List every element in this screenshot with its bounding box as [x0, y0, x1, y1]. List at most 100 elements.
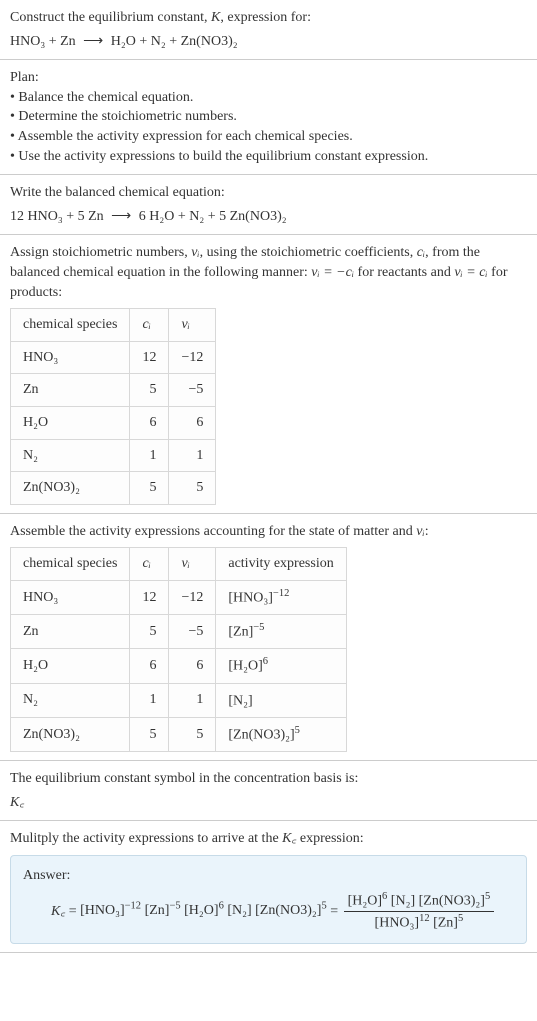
base: [HNO₃] — [375, 915, 420, 930]
balanced-rhs: 6 H₂O + N₂ + 5 Zn(NO3)₂ — [139, 209, 287, 224]
col-species: chemical species — [11, 548, 130, 581]
exp: 5 — [295, 725, 300, 736]
cell: N₂ — [11, 683, 130, 717]
nu: νᵢ — [191, 245, 199, 260]
cell: [HNO₃]−12 — [216, 580, 346, 614]
cell: 6 — [169, 406, 216, 439]
base: [HNO₃] — [228, 591, 273, 606]
ci: cᵢ — [417, 245, 425, 260]
cell: 5 — [130, 717, 169, 751]
base: [H₂O] — [184, 903, 218, 918]
exp: 6 — [219, 901, 224, 912]
plan-section: Plan: Balance the chemical equation. Det… — [0, 60, 537, 175]
base: [N₂] — [391, 893, 415, 908]
table-header-row: chemical species cᵢ νᵢ activity expressi… — [11, 548, 347, 581]
prompt-text-b: , expression for: — [220, 10, 311, 25]
t: expression: — [296, 831, 363, 846]
cell: 5 — [169, 717, 216, 751]
table-row: HNO₃12−12[HNO₃]−12 — [11, 580, 347, 614]
cell: 6 — [130, 649, 169, 683]
base: [N₂] — [228, 693, 252, 708]
cell: N₂ — [11, 439, 130, 472]
col-nui: νᵢ — [169, 548, 216, 581]
cell: [Zn]−5 — [216, 615, 346, 649]
equals: = — [330, 903, 341, 918]
kc-symbol: K꜀ — [10, 793, 527, 813]
answer-box: Answer: K꜀ = [HNO₃]−12 [Zn]−5 [H₂O]6 [N₂… — [10, 855, 527, 944]
answer-label: Answer: — [23, 866, 514, 886]
stoich-table: chemical species cᵢ νᵢ HNO₃12−12 Zn5−5 H… — [10, 308, 216, 505]
term: [Zn]−5 — [145, 903, 181, 918]
plan-item: Determine the stoichiometric numbers. — [10, 107, 527, 127]
balanced-lhs: 12 HNO₃ + 5 Zn — [10, 209, 104, 224]
t: Assign stoichiometric numbers, — [10, 245, 191, 260]
balanced-intro: Write the balanced chemical equation: — [10, 183, 527, 203]
cell: [Zn(NO3)₂]5 — [216, 717, 346, 751]
t: : — [425, 524, 429, 539]
cell: Zn — [11, 615, 130, 649]
cell: 1 — [130, 439, 169, 472]
t: for reactants and — [354, 265, 454, 280]
table-row: HNO₃12−12 — [11, 341, 216, 374]
exp: −12 — [125, 901, 141, 912]
t: Assemble the activity expressions accoun… — [10, 524, 416, 539]
cell: 5 — [130, 374, 169, 407]
symbol-section: The equilibrium constant symbol in the c… — [0, 761, 537, 821]
assemble-section: Assemble the activity expressions accoun… — [0, 514, 537, 761]
K-symbol: K — [211, 10, 220, 25]
equals: = — [69, 903, 80, 918]
assemble-intro: Assemble the activity expressions accoun… — [10, 522, 527, 542]
cell: 6 — [169, 649, 216, 683]
exp: 12 — [419, 913, 430, 924]
base: [H₂O] — [348, 893, 382, 908]
t: Mulitply the activity expressions to arr… — [10, 831, 282, 846]
base: [Zn(NO3)₂] — [228, 728, 294, 743]
cell: Zn(NO3)₂ — [11, 472, 130, 505]
cell: 12 — [130, 341, 169, 374]
term: [H₂O]6 — [184, 903, 224, 918]
arrow-icon: ⟶ — [83, 34, 103, 49]
cell: 5 — [169, 472, 216, 505]
table-row: Zn5 −5[Zn]−5 — [11, 615, 347, 649]
arrow-icon: ⟶ — [111, 209, 131, 224]
rel: νᵢ = cᵢ — [454, 265, 487, 280]
base: [Zn(NO3)₂] — [255, 903, 321, 918]
exp: 6 — [382, 891, 387, 902]
table-row: N₂11 — [11, 439, 216, 472]
term: [Zn(NO3)₂]5 — [255, 903, 327, 918]
cell: Zn(NO3)₂ — [11, 717, 130, 751]
table-row: Zn5−5 — [11, 374, 216, 407]
table-row: N₂11[N₂] — [11, 683, 347, 717]
col-activity: activity expression — [216, 548, 346, 581]
table-row: Zn(NO3)₂55[Zn(NO3)₂]5 — [11, 717, 347, 751]
cell: 5 — [130, 615, 169, 649]
cell: 1 — [169, 683, 216, 717]
term: [HNO₃]−12 — [80, 903, 141, 918]
exp: 5 — [485, 891, 490, 902]
table-header-row: chemical species cᵢ νᵢ — [11, 309, 216, 342]
exp: −5 — [169, 901, 180, 912]
table-row: H₂O66 — [11, 406, 216, 439]
plan-list: Balance the chemical equation. Determine… — [10, 88, 527, 166]
kc: K꜀ — [282, 831, 296, 846]
term: [N₂] — [227, 903, 251, 918]
plan-item: Balance the chemical equation. — [10, 88, 527, 108]
products: H₂O + N₂ + Zn(NO3)₂ — [111, 34, 238, 49]
stoich-section: Assign stoichiometric numbers, νᵢ, using… — [0, 235, 537, 513]
plan-title: Plan: — [10, 68, 527, 88]
cell: H₂O — [11, 649, 130, 683]
cell: 12 — [130, 580, 169, 614]
base: [Zn] — [228, 625, 253, 640]
activity-table: chemical species cᵢ νᵢ activity expressi… — [10, 547, 347, 752]
table-row: H₂O66[H₂O]6 — [11, 649, 347, 683]
exp: −5 — [253, 622, 264, 633]
cell: 1 — [169, 439, 216, 472]
denominator: [HNO₃]12 [Zn]5 — [344, 912, 495, 933]
numerator: [H₂O]6 [N₂] [Zn(NO3)₂]5 — [344, 890, 495, 912]
cell: −12 — [169, 341, 216, 374]
prompt-text-a: Construct the equilibrium constant, — [10, 10, 211, 25]
kc-expression: K꜀ = [HNO₃]−12 [Zn]−5 [H₂O]6 [N₂] [Zn(NO… — [51, 890, 514, 934]
cell: H₂O — [11, 406, 130, 439]
base: [HNO₃] — [80, 903, 125, 918]
cell: HNO₃ — [11, 341, 130, 374]
